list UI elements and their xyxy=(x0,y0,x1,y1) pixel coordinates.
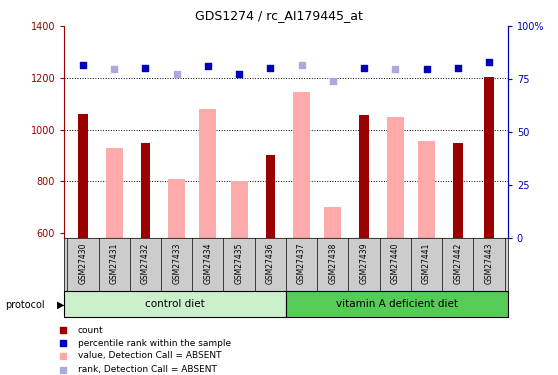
Bar xyxy=(266,156,275,375)
Text: GSM27437: GSM27437 xyxy=(297,242,306,284)
Bar xyxy=(418,141,435,375)
Bar xyxy=(453,142,463,375)
Text: GSM27436: GSM27436 xyxy=(266,242,275,284)
Bar xyxy=(64,291,286,317)
Bar xyxy=(286,291,508,317)
Point xyxy=(359,64,368,70)
Point xyxy=(59,367,68,373)
Text: control diet: control diet xyxy=(145,299,205,309)
Text: GSM27440: GSM27440 xyxy=(391,242,400,284)
Text: ▶: ▶ xyxy=(56,300,64,309)
Bar xyxy=(484,76,494,375)
Text: GSM27433: GSM27433 xyxy=(172,242,181,284)
Bar xyxy=(359,116,369,375)
Bar xyxy=(324,207,341,375)
Text: GSM27441: GSM27441 xyxy=(422,242,431,284)
Bar xyxy=(141,142,150,375)
Bar xyxy=(168,179,185,375)
Bar xyxy=(78,114,88,375)
Text: GSM27434: GSM27434 xyxy=(203,242,213,284)
Text: vitamin A deficient diet: vitamin A deficient diet xyxy=(336,299,458,309)
Point xyxy=(59,340,68,346)
Text: protocol: protocol xyxy=(6,300,45,309)
Bar xyxy=(105,148,123,375)
Text: GSM27432: GSM27432 xyxy=(141,242,150,284)
Point xyxy=(391,66,400,72)
Bar xyxy=(387,117,404,375)
Text: GDS1274 / rc_AI179445_at: GDS1274 / rc_AI179445_at xyxy=(195,9,363,22)
Text: value, Detection Call = ABSENT: value, Detection Call = ABSENT xyxy=(78,351,222,360)
Bar xyxy=(293,92,310,375)
Text: GSM27439: GSM27439 xyxy=(359,242,369,284)
Text: GSM27430: GSM27430 xyxy=(79,242,88,284)
Text: GSM27431: GSM27431 xyxy=(110,242,119,284)
Bar xyxy=(230,181,248,375)
Point xyxy=(453,64,462,70)
Point xyxy=(59,353,68,359)
Point xyxy=(484,59,493,65)
Text: GSM27435: GSM27435 xyxy=(234,242,244,284)
Point xyxy=(79,62,88,68)
Point xyxy=(266,64,275,70)
Text: percentile rank within the sample: percentile rank within the sample xyxy=(78,339,231,348)
Text: GSM27442: GSM27442 xyxy=(453,242,462,284)
Point xyxy=(204,63,213,69)
Point xyxy=(422,66,431,72)
Text: GSM27443: GSM27443 xyxy=(484,242,493,284)
Point xyxy=(297,62,306,68)
Text: GSM27438: GSM27438 xyxy=(328,242,338,284)
Point xyxy=(110,66,119,72)
Point xyxy=(172,71,181,77)
Point xyxy=(235,71,244,77)
Point xyxy=(141,64,150,70)
Bar xyxy=(199,109,217,375)
Text: rank, Detection Call = ABSENT: rank, Detection Call = ABSENT xyxy=(78,365,217,374)
Point xyxy=(59,327,68,333)
Point xyxy=(328,78,337,84)
Text: count: count xyxy=(78,326,104,335)
